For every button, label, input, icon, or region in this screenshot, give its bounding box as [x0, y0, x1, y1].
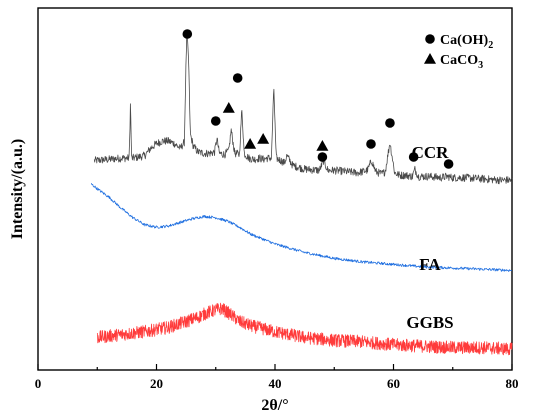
legend-label: CaCO3 — [440, 53, 483, 71]
series-line-ccr — [93, 29, 513, 185]
x-tick-label: 0 — [35, 376, 42, 391]
legend-circle-icon — [425, 34, 435, 44]
caco3-marker — [316, 140, 329, 151]
series-label-fa: FA — [419, 255, 441, 274]
series-line-fa — [90, 183, 513, 272]
caoh2-marker — [317, 152, 328, 162]
caoh2-marker — [210, 116, 221, 126]
legend-label: Ca(OH)2 — [440, 33, 493, 51]
legend-label-subscript: 3 — [478, 60, 483, 71]
legend-label-main: CaCO — [440, 53, 478, 68]
x-axis-title: 2θ/° — [261, 397, 288, 414]
caoh2-marker — [232, 73, 243, 83]
y-axis-title: Intensity/(a.u.) — [9, 139, 26, 239]
caco3-marker — [222, 102, 235, 113]
x-tick-label: 20 — [150, 376, 163, 391]
caco3-marker — [244, 138, 257, 149]
legend-label-subscript: 2 — [488, 40, 493, 51]
x-tick-label: 40 — [269, 376, 282, 391]
legend-triangle-icon — [424, 53, 436, 64]
caoh2-marker — [366, 139, 376, 149]
caoh2-marker — [443, 159, 454, 169]
labels: 2θ/° Intensity/(a.u.) CCR FA GGBS — [9, 139, 454, 414]
caoh2-marker — [385, 118, 395, 128]
series-line-ggbs — [96, 302, 513, 356]
series-label-ccr: CCR — [412, 143, 450, 162]
axes: 0 20 40 60 80 — [35, 7, 519, 391]
series-layer — [90, 29, 513, 356]
legend: Ca(OH)2 CaCO3 — [424, 33, 493, 71]
legend-label-main: Ca(OH) — [440, 33, 489, 48]
x-tick-label: 60 — [387, 376, 400, 391]
series-label-ggbs: GGBS — [406, 313, 453, 332]
caoh2-marker — [408, 152, 419, 162]
caco3-marker — [257, 133, 270, 144]
x-tick-label: 80 — [506, 376, 519, 391]
marker-layer — [182, 29, 454, 169]
caoh2-marker — [182, 29, 193, 39]
